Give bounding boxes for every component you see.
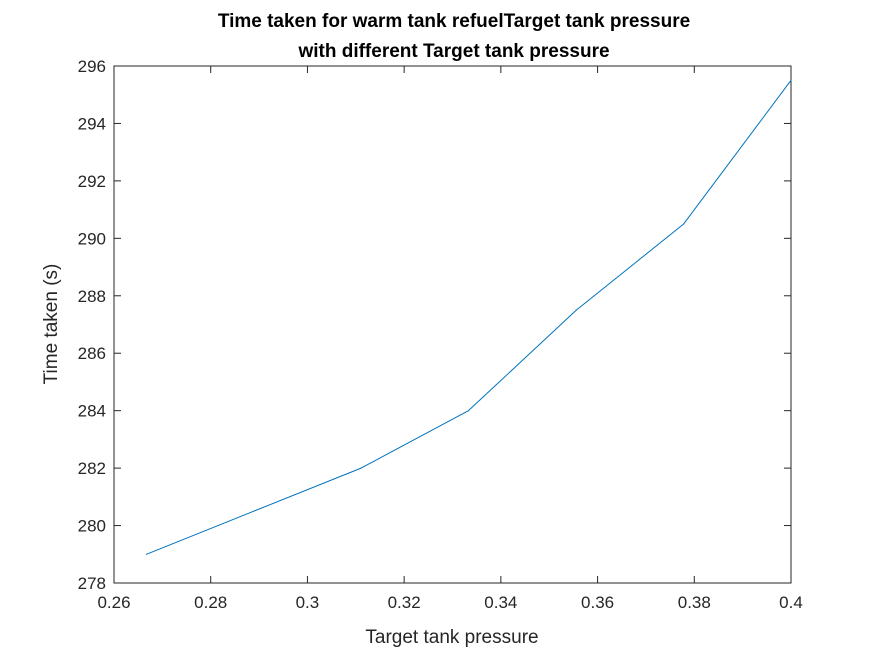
data-point <box>360 467 362 469</box>
y-tick-label: 288 <box>78 287 106 306</box>
x-tick-label: 0.26 <box>97 593 130 612</box>
data-point <box>467 410 469 412</box>
x-tick-label: 0.32 <box>388 593 421 612</box>
plot-area <box>113 65 792 584</box>
x-tick-label: 0.3 <box>296 593 320 612</box>
x-tick-label: 0.34 <box>484 593 517 612</box>
y-tick-label: 282 <box>78 459 106 478</box>
y-tick-label: 286 <box>78 344 106 363</box>
y-axis-ticks: 278 280 282 284 286 288 290 292 294 296 <box>78 57 791 593</box>
y-axis-label: Time taken (s) <box>41 264 62 385</box>
x-axis-ticks: 0.26 0.28 0.3 0.32 0.34 0.36 0.38 0.4 <box>97 66 803 612</box>
chart-title-line-2: with different Target tank pressure <box>297 41 609 62</box>
y-tick-label: 296 <box>78 57 106 76</box>
chart-title-line-1: Time taken for warm tank refuelTarget ta… <box>218 11 690 32</box>
x-tick-label: 0.4 <box>779 593 803 612</box>
y-tick-label: 284 <box>78 402 106 421</box>
data-point <box>253 510 255 512</box>
y-tick-label: 280 <box>78 517 106 536</box>
x-tick-label: 0.28 <box>194 593 227 612</box>
y-tick-label: 290 <box>78 229 106 248</box>
data-point <box>790 79 792 81</box>
data-point <box>145 553 147 555</box>
series-layer <box>145 79 792 555</box>
x-tick-label: 0.38 <box>678 593 711 612</box>
data-point <box>683 223 685 225</box>
y-tick-label: 294 <box>78 114 106 133</box>
y-tick-label: 278 <box>78 574 106 593</box>
y-tick-label: 292 <box>78 172 106 191</box>
data-point <box>575 309 577 311</box>
x-axis-label: Target tank pressure <box>365 627 538 648</box>
x-tick-label: 0.36 <box>581 593 614 612</box>
